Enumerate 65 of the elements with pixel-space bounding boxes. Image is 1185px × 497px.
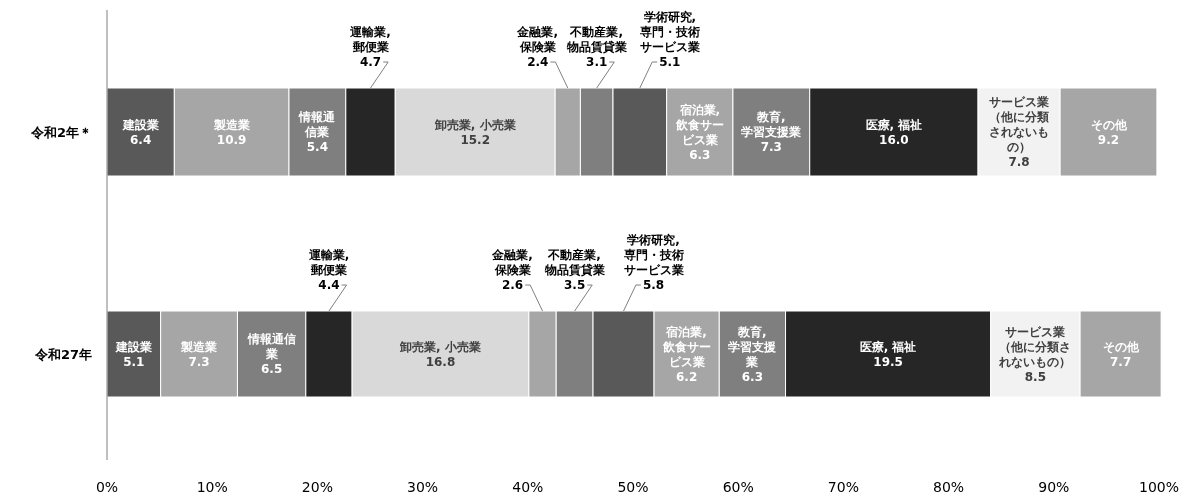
- data-label: 2.6: [501, 278, 524, 292]
- data-label: 6.5: [261, 362, 283, 376]
- data-label: 6.3: [741, 369, 764, 384]
- data-label: 5.1: [123, 354, 145, 369]
- data-label: 5.8: [642, 278, 665, 292]
- series-label: 卸売業, 小売業: [399, 339, 481, 354]
- data-label: 8.5: [1024, 369, 1047, 384]
- y-tick-label: 令和27年: [33, 347, 92, 362]
- data-label: 2.4: [527, 55, 549, 69]
- series-label: 教育, 学習支援業: [741, 110, 802, 139]
- series-label: 建設業: [114, 339, 152, 354]
- data-label: 19.5: [873, 354, 903, 369]
- x-tick-label: 80%: [933, 479, 965, 495]
- text: 教育, 学習支援業: [728, 324, 777, 369]
- x-tick-label: 30%: [407, 479, 439, 495]
- x-tick-label: 90%: [1038, 479, 1070, 495]
- data-label: 4.7: [359, 55, 382, 69]
- series-label: 情報通信業: [246, 332, 296, 361]
- text: 不動産業, 物品賃貸業: [543, 248, 605, 277]
- data-label: 7.3: [188, 354, 210, 369]
- series-label: 宿泊業, 飲食サービス業: [661, 324, 711, 369]
- x-tick-label: 100%: [1138, 479, 1180, 495]
- x-tick-label: 70%: [827, 479, 859, 495]
- text: 不動産業, 物品賃貸業: [566, 25, 627, 54]
- text: 運輸業, 郵便業: [349, 25, 391, 54]
- text: その他: [1090, 117, 1127, 132]
- series-label: 製造業: [180, 339, 218, 354]
- data-label: 6.4: [130, 132, 152, 147]
- data-label: 16.0: [879, 132, 909, 147]
- data-label: 3.5: [563, 278, 586, 292]
- text: サービス業（他に分類されないもの）: [999, 324, 1072, 369]
- text: 医療, 福祉: [865, 117, 923, 132]
- x-tick-label: 50%: [617, 479, 649, 495]
- x-tick-label: 40%: [512, 479, 544, 495]
- data-label: 5.4: [306, 140, 329, 154]
- data-label: 10.9: [216, 132, 247, 147]
- data-label: 16.8: [425, 354, 456, 369]
- text: 情報通信業: [299, 110, 336, 139]
- x-tick-label: 20%: [301, 479, 333, 495]
- text: 製造業: [213, 117, 250, 132]
- data-label: 5.1: [659, 55, 681, 69]
- data-label: 3.1: [586, 55, 608, 69]
- text: 金融業, 保険業: [516, 25, 559, 54]
- y-tick-label: 令和2年＊: [29, 125, 92, 140]
- x-tick-label: 10%: [196, 479, 228, 495]
- text: 金融業, 保険業: [492, 248, 533, 277]
- text: 学術研究, 専門・技術サービス業: [638, 10, 700, 54]
- data-label: 15.2: [460, 132, 490, 147]
- data-label: 9.2: [1097, 132, 1120, 147]
- x-tick-label: 60%: [722, 479, 754, 495]
- x-tick-label: 0%: [95, 479, 119, 495]
- data-label: 4.4: [318, 278, 340, 292]
- data-label: 7.3: [760, 140, 782, 154]
- series-label: 医療, 福祉: [859, 339, 917, 354]
- text: 運輸業, 郵便業: [308, 248, 350, 277]
- data-label: 6.3: [689, 147, 711, 162]
- series-label: その他: [1102, 339, 1140, 354]
- text: 卸売業, 小売業: [434, 117, 516, 132]
- text: 建設業: [122, 117, 159, 132]
- data-label: 6.2: [676, 369, 698, 384]
- text: 宿泊業, 飲食サービス業: [675, 102, 724, 147]
- series-label: サービス業（他に分類されないもの）: [989, 95, 1050, 154]
- data-label: 7.7: [1109, 354, 1132, 369]
- text: 学術研究, 専門・技術サービス業: [623, 233, 684, 277]
- data-label: 7.8: [1008, 155, 1030, 169]
